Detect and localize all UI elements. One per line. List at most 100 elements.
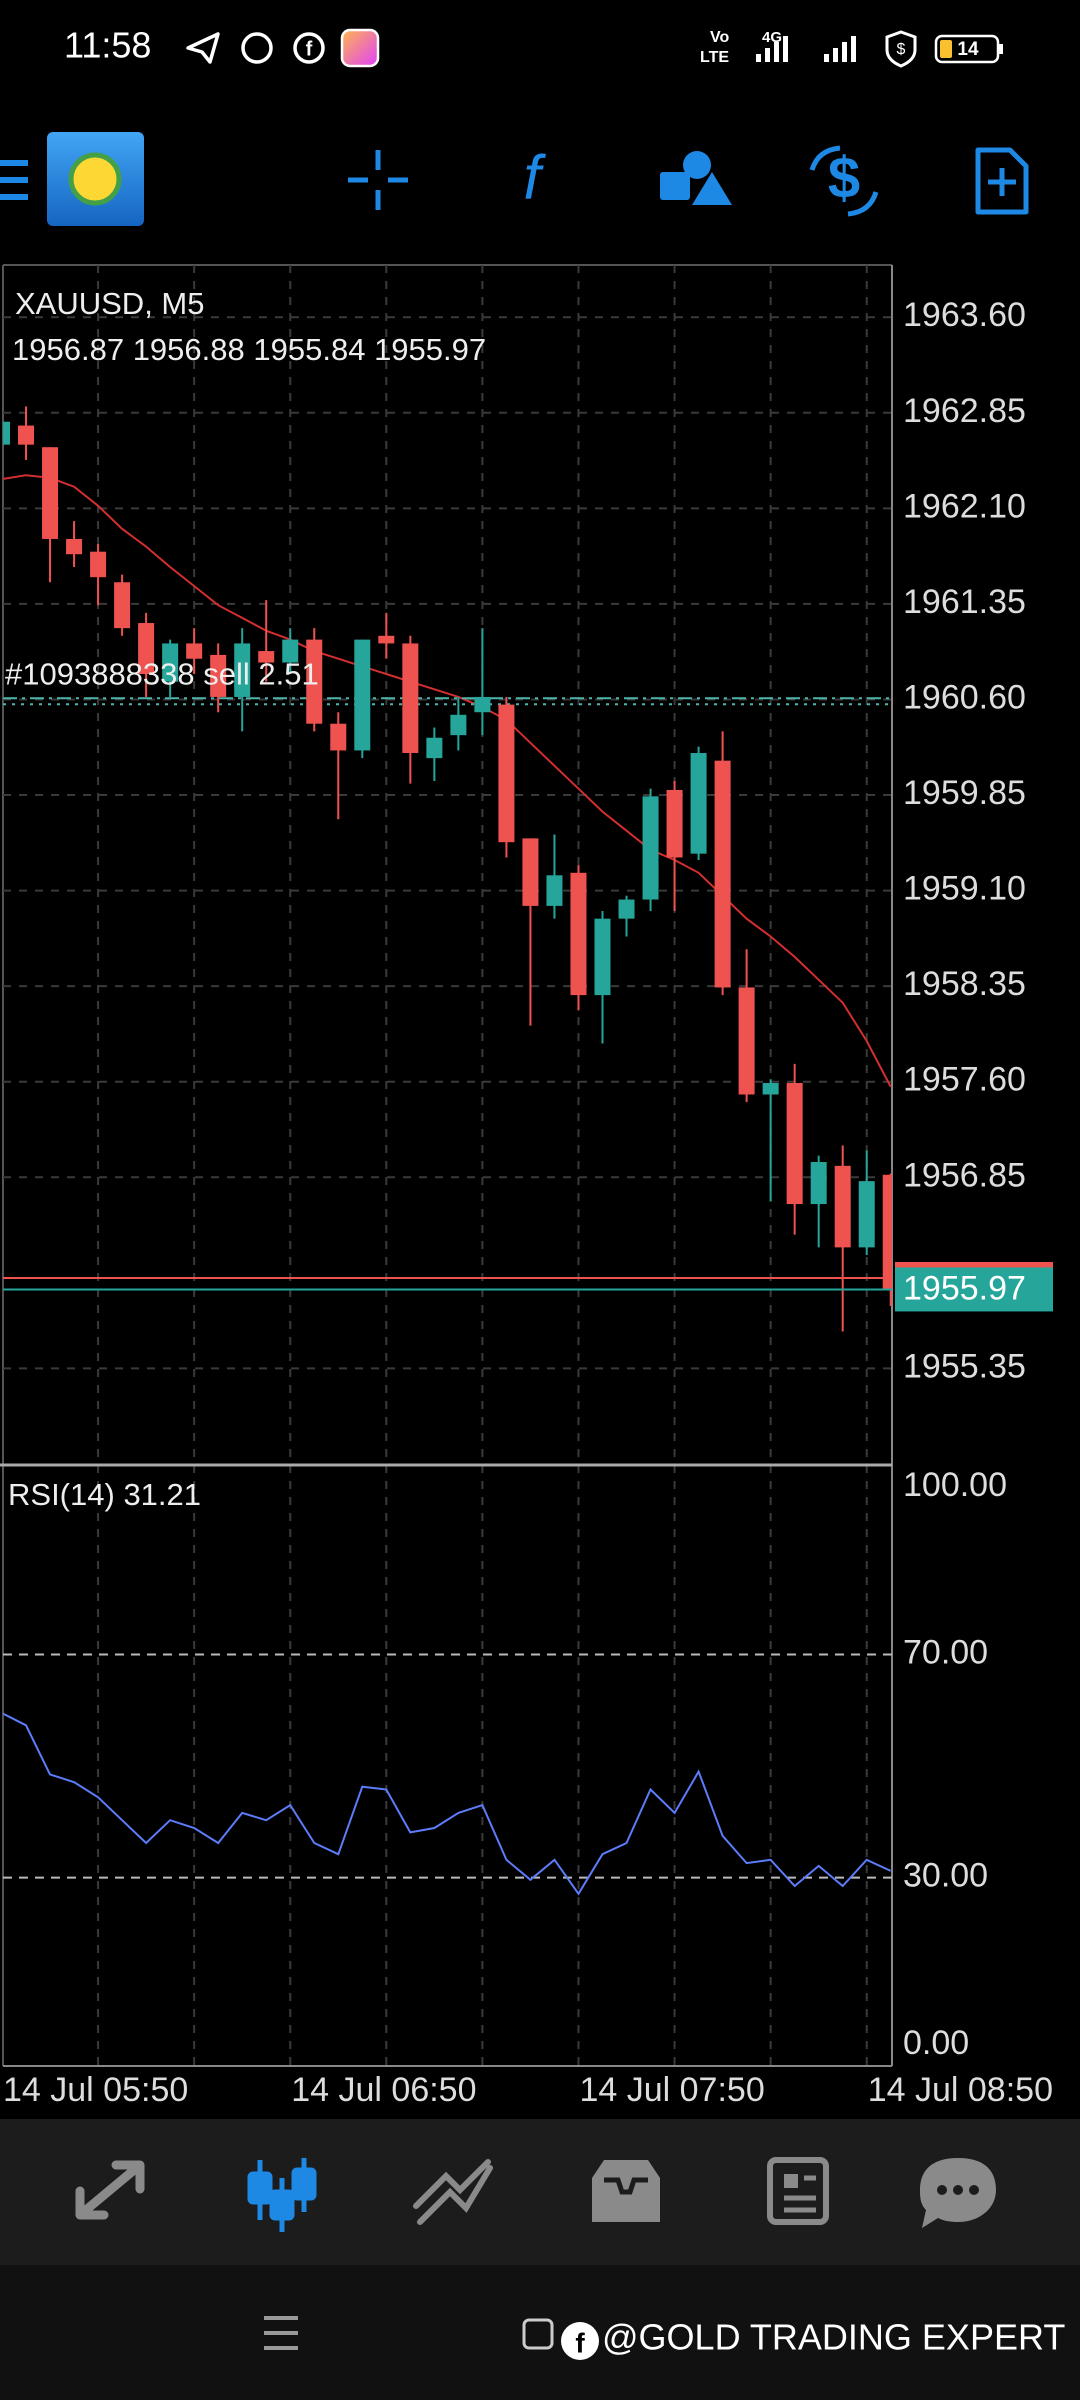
y-tick-label: 1961.35	[903, 583, 1026, 621]
x-tick-label: 14 Jul 06:50	[291, 2071, 476, 2109]
y-tick-label: 70.00	[903, 1633, 988, 1671]
bid-label-box	[895, 1267, 1053, 1312]
y-tick-label: 30.00	[903, 1857, 988, 1895]
candle-body	[234, 643, 251, 697]
trade-tab[interactable]	[413, 2159, 493, 2225]
candle-body	[402, 643, 419, 754]
candle-body	[90, 551, 107, 578]
trade-button[interactable]: $	[809, 145, 879, 217]
price-grid	[3, 316, 892, 1370]
y-tick-label: 1957.60	[903, 1061, 1026, 1099]
candle-body	[66, 538, 83, 555]
candle-body	[642, 796, 659, 900]
candle-body	[378, 635, 395, 644]
ohlc-high: 1956.88	[133, 332, 245, 367]
svg-text:$: $	[828, 145, 860, 210]
y-tick-label: 1963.60	[903, 296, 1026, 334]
candle-body	[138, 623, 155, 675]
candle-body	[762, 1083, 779, 1095]
rsi-value: 31.21	[123, 1477, 201, 1512]
signal-1	[756, 36, 788, 62]
watermark-facebook-glyph: f	[575, 2327, 585, 2358]
rsi-line	[3, 1712, 892, 1896]
y-tick-label: 1959.10	[903, 870, 1026, 908]
candle-body	[162, 643, 179, 682]
candle-body	[114, 582, 131, 629]
candle-body	[570, 872, 587, 996]
candle-body	[210, 654, 227, 697]
whatsapp-icon	[241, 32, 273, 64]
candle-body	[450, 714, 467, 736]
candle-body	[714, 760, 731, 988]
y-tick-label: 1960.60	[903, 678, 1026, 716]
candle-body	[834, 1165, 851, 1248]
candle-body	[258, 651, 275, 663]
rsi-plot	[3, 1653, 892, 1896]
chart-frame	[2, 264, 893, 2067]
candle-body	[618, 899, 635, 919]
clock: 11:58	[64, 25, 151, 66]
app-logo-mark	[68, 152, 122, 206]
bid-label: 1955.97	[903, 1269, 1026, 1307]
indicators-button[interactable]: f	[523, 143, 546, 212]
rsi-name: RSI(14)	[8, 1477, 115, 1512]
candle-body	[666, 789, 683, 858]
watermark-facebook-icon	[561, 2322, 599, 2360]
battery-level	[940, 40, 952, 58]
candle-body	[522, 838, 539, 906]
ohlc-open: 1956.87	[12, 332, 124, 367]
candle-body	[306, 639, 323, 724]
battery-tip	[999, 44, 1003, 54]
candle-body	[474, 696, 491, 713]
candle-body	[810, 1162, 827, 1205]
moving-average	[3, 474, 892, 1088]
axis-labels: 14 Jul 05:50 14 Jul 06:50 14 Jul 07:50 14 J…	[3, 296, 1053, 2109]
volte-bottom: LTE	[700, 49, 729, 66]
shield-glyph: $	[897, 41, 906, 58]
candle-body	[330, 723, 347, 751]
candle-body	[354, 639, 371, 751]
y-tick-label: 100.00	[903, 1466, 1007, 1504]
status-bar: 11:58 f Vo LTE 4G $ 14	[64, 25, 1003, 68]
price-plot: #1093888338 sell 2.51	[3, 406, 892, 1332]
candle-body	[186, 643, 203, 659]
y-tick-label: 1955.35	[903, 1347, 1026, 1385]
telegram-icon	[186, 32, 220, 64]
candle-body	[3, 421, 10, 445]
candle-body	[18, 425, 35, 445]
volte-top: Vo	[710, 29, 729, 46]
menu-button[interactable]	[0, 160, 28, 200]
candle-body	[594, 918, 611, 996]
system-nav	[0, 2265, 1080, 2400]
y-tick-label: 1962.10	[903, 487, 1026, 525]
y-tick-label: 1959.85	[903, 774, 1026, 812]
chart-tab[interactable]	[247, 2158, 317, 2232]
candle-body	[858, 1181, 875, 1248]
candle-body	[546, 875, 563, 906]
candle-body	[282, 639, 299, 663]
ohlc-low: 1955.84	[253, 332, 365, 367]
recents-button[interactable]	[264, 2316, 298, 2350]
x-tick-label: 14 Jul 07:50	[579, 2071, 764, 2109]
y-tick-label: 0.00	[903, 2024, 969, 2062]
objects-button[interactable]	[660, 151, 732, 205]
news-tab[interactable]	[767, 2157, 829, 2225]
y-tick-label: 1958.35	[903, 965, 1026, 1003]
toolbar: f $	[0, 132, 1029, 226]
candle-body	[42, 447, 59, 539]
crosshair-button[interactable]	[348, 150, 408, 210]
quotes-tab[interactable]	[75, 2160, 145, 2220]
ohlc-readout: 1956.87 1956.88 1955.84 1955.97	[12, 332, 486, 367]
x-tick-label: 14 Jul 08:50	[868, 2071, 1053, 2109]
chat-tab[interactable]	[920, 2158, 996, 2228]
rsi-title: RSI(14) 31.21	[8, 1477, 201, 1512]
history-tab[interactable]	[592, 2160, 660, 2222]
new-order-button[interactable]	[975, 147, 1029, 215]
facebook-glyph: f	[306, 38, 313, 60]
home-button[interactable]	[522, 2318, 554, 2350]
app-notification-icon	[340, 28, 380, 68]
candle-body	[882, 1174, 892, 1290]
battery-outline	[934, 34, 1000, 64]
